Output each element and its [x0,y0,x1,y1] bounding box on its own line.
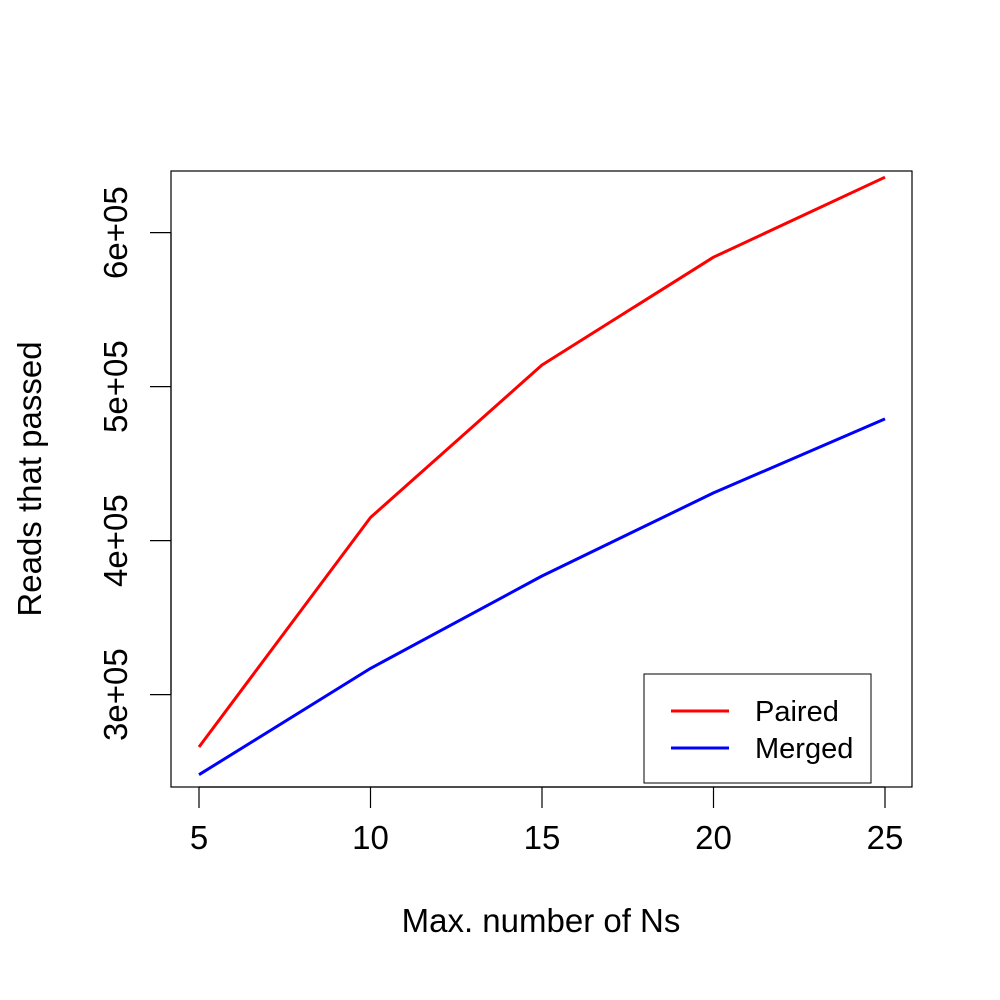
series-line-paired [197,175,886,748]
y-tick-label: 3e+05 [97,648,134,741]
x-axis: 5 10 15 20 25 [190,786,904,856]
x-tick-label: 20 [695,819,732,856]
legend-label-merged: Merged [755,733,853,765]
y-tick-label: 6e+05 [97,186,134,279]
series-line-merged [198,417,886,776]
legend: Paired Merged [643,673,872,784]
x-tick-label: 5 [190,819,208,856]
series-layer [197,175,886,776]
y-axis: 3e+05 4e+05 5e+05 6e+05 [97,186,172,741]
y-tick-label: 5e+05 [97,340,134,433]
legend-box [643,673,872,784]
x-tick-label: 15 [524,819,561,856]
x-axis-title: Max. number of Ns [402,902,681,939]
legend-items: Paired Merged [671,696,853,765]
y-axis-title: Reads that passed [11,341,48,616]
legend-label-paired: Paired [755,696,839,728]
x-tick-label: 25 [867,819,904,856]
x-tick-label: 10 [352,819,389,856]
y-tick-label: 4e+05 [97,494,134,587]
